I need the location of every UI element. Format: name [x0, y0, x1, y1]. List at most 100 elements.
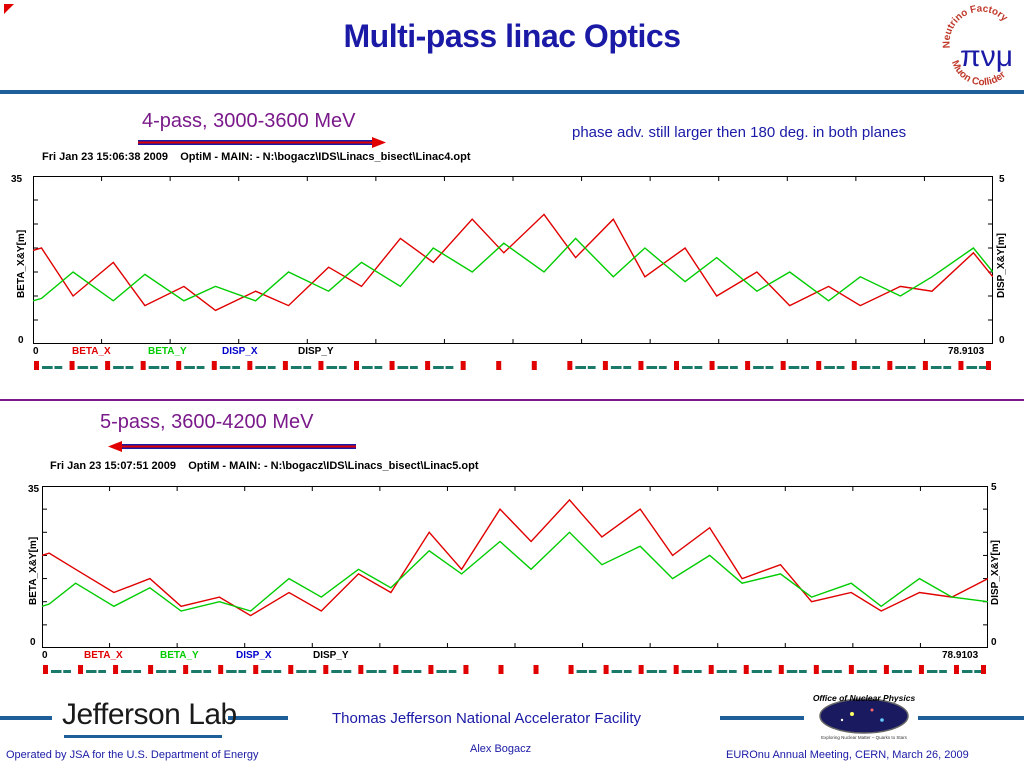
- plot2-cavity: [576, 670, 588, 673]
- plot1-quad: [851, 361, 857, 370]
- plot1-cavity: [255, 366, 266, 369]
- plot2-cavity: [203, 670, 212, 673]
- plot1-cavity: [410, 366, 418, 369]
- plot2-cavity: [51, 670, 62, 673]
- plot2-cavity: [611, 670, 623, 673]
- middle-rule: [0, 399, 1024, 401]
- plot2-header: Fri Jan 23 15:07:51 2009 OptiM - MAIN: -…: [50, 460, 479, 472]
- plot2-cavity: [261, 670, 272, 673]
- plot1-quad: [389, 361, 395, 370]
- plot1-cavity: [788, 366, 800, 369]
- plot1-y-right-bottom: 0: [999, 335, 1005, 346]
- plot2-quad: [883, 665, 889, 674]
- plot2-cavity: [98, 670, 107, 673]
- plot1-cavity: [623, 366, 632, 369]
- plot2-cavity: [401, 670, 412, 673]
- plot2-quad: [113, 665, 119, 674]
- plot2-cavity: [413, 670, 422, 673]
- plot2-cavity: [588, 670, 597, 673]
- plot1-quad: [69, 361, 75, 370]
- footer-rule-mid-left: [228, 716, 288, 720]
- plot1-quad: [496, 361, 502, 370]
- plot1-cavity: [753, 366, 764, 369]
- plot2-cavity: [716, 670, 728, 673]
- plot2-quad: [183, 665, 189, 674]
- plot1-quad: [780, 361, 786, 370]
- plot1-cavity: [196, 366, 205, 369]
- office-nuclear-physics-logo: Office of Nuclear Physics Exploring Nucl…: [813, 693, 916, 740]
- plot2-cavity: [238, 670, 247, 673]
- plot2-series-beta-x: [42, 498, 988, 617]
- plot2-quad: [498, 665, 504, 674]
- plot1-cavity: [219, 366, 231, 369]
- plot2-cavity: [378, 670, 387, 673]
- plot1-cavity: [90, 366, 98, 369]
- plot2-cavity: [799, 670, 807, 673]
- plot1-quad: [745, 361, 751, 370]
- plot2-quad: [43, 665, 48, 674]
- plot1-cavity: [42, 366, 53, 369]
- plot1-cavity: [374, 366, 383, 369]
- plot2-quad: [603, 665, 609, 674]
- plot2-cavity: [168, 670, 177, 673]
- plot2-cavity: [226, 670, 237, 673]
- plot2-cavity: [366, 670, 377, 673]
- plot1-quad: [816, 361, 822, 370]
- onp-logo-top-text: Office of Nuclear Physics: [813, 693, 916, 703]
- plot1-cavity: [872, 366, 881, 369]
- plot2-legend-beta-x: BETA_X: [84, 650, 123, 661]
- plot2-cavity: [658, 670, 667, 673]
- plot1-cavity: [930, 366, 942, 369]
- plot1-cavity: [801, 366, 809, 369]
- plot2-legend-disp-x: DISP_X: [236, 650, 272, 661]
- plot2-quad: [323, 665, 329, 674]
- plot1-quad: [460, 361, 466, 370]
- plot2-cavity: [273, 670, 282, 673]
- plot1-cavity: [587, 366, 596, 369]
- plot1-cavity: [943, 366, 952, 369]
- slide-title: Multi-pass linac Optics: [343, 18, 681, 54]
- plot1-cavity: [694, 366, 703, 369]
- plot2-quad: [253, 665, 259, 674]
- plot1-cavity: [575, 366, 586, 369]
- plot2-cavity: [296, 670, 307, 673]
- nf-muc-logo: Neutrino Factory Muon Collider πνμ: [941, 4, 1013, 88]
- plot2-quad: [673, 665, 679, 674]
- plot2-frame: [42, 486, 988, 648]
- plot1-cavity: [184, 366, 195, 369]
- plot2-cavity: [869, 670, 877, 673]
- plot2-x-end: 78.9103: [942, 650, 979, 661]
- plot1-quad: [602, 361, 608, 370]
- plot2-cavity: [86, 670, 97, 673]
- plot2-quad: [148, 665, 154, 674]
- plot1-quad: [247, 361, 253, 370]
- plot2-cavity: [856, 670, 868, 673]
- plot2-cavity: [436, 670, 447, 673]
- plot2-cavity: [904, 670, 912, 673]
- plot2-y-right-bottom: 0: [991, 637, 997, 648]
- plot1-cavity: [232, 366, 241, 369]
- plot1-y-right-top: 5: [999, 174, 1005, 185]
- plot1-quad: [638, 361, 644, 370]
- plot2-cavity: [646, 670, 658, 673]
- plot1-quad: [674, 361, 679, 370]
- plot1-quad: [282, 361, 288, 370]
- footer-meeting: EUROnu Annual Meeting, CERN, March 26, 2…: [726, 749, 969, 761]
- plot2-quad: [288, 665, 294, 674]
- plot1-chart: [33, 176, 993, 344]
- plot1-quad: [922, 361, 928, 370]
- plot1-quad: [140, 361, 146, 370]
- corner-marker-icon: [4, 4, 14, 14]
- plot2-quad: [568, 665, 574, 674]
- plot1-cavity: [77, 366, 89, 369]
- footer-author: Alex Bogacz: [470, 743, 532, 755]
- plot2-y-right-top: 5: [991, 482, 997, 493]
- plot1-quad: [425, 361, 431, 370]
- plot2-y-left-top: 35: [28, 484, 40, 495]
- plot1-cavity: [717, 366, 729, 369]
- plot1-cavity: [148, 366, 160, 369]
- plot2-direction-arrow: [108, 441, 356, 452]
- plot1-cavity: [433, 366, 444, 369]
- plot1-cavity: [397, 366, 409, 369]
- plot1-cavity: [730, 366, 738, 369]
